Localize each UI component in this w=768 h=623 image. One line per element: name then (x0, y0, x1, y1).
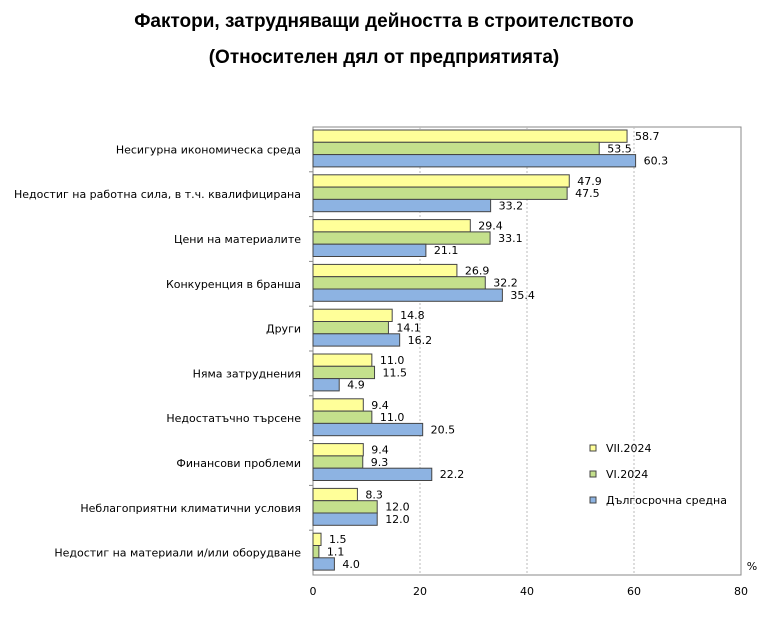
data-label: 47.5 (575, 187, 600, 200)
category-label: Недостиг на материали и/или оборудване (54, 547, 301, 560)
data-label: 32.2 (493, 277, 518, 290)
data-label: 4.9 (347, 379, 365, 392)
data-label: 26.9 (465, 264, 490, 277)
bar (312, 487, 358, 502)
data-label: 1.5 (329, 533, 347, 546)
category-label: Други (266, 323, 301, 336)
data-label: 8.3 (365, 488, 383, 501)
data-label: 35.4 (510, 289, 535, 302)
data-label: 12.0 (385, 501, 410, 514)
bar (312, 557, 335, 571)
bar (312, 276, 486, 290)
x-tick-label: 0 (310, 585, 317, 598)
bar (312, 467, 433, 482)
data-label: 21.1 (434, 244, 459, 257)
bar (312, 410, 373, 424)
bar (312, 365, 376, 380)
data-label: 9.4 (371, 444, 389, 457)
bar (312, 353, 373, 367)
category-label: Цени на материалите (174, 233, 301, 246)
category-label: Несигурна икономическа среда (116, 143, 301, 156)
data-label: 14.1 (396, 322, 421, 335)
bar (312, 545, 320, 559)
bar (312, 532, 322, 547)
bar (312, 288, 503, 302)
chart-subtitle: (Относителен дял от предприятията) (208, 47, 560, 68)
bar (312, 500, 378, 514)
category-label: Неблагоприятни климатични условия (80, 502, 301, 515)
bar (312, 174, 570, 188)
data-label: 60.3 (644, 155, 669, 168)
data-label: 58.7 (635, 130, 660, 143)
data-label: 33.1 (498, 232, 522, 245)
chart-title: Фактори, затрудняващи дейността в строит… (134, 11, 634, 32)
data-label: 29.4 (478, 220, 503, 233)
bar (312, 263, 458, 278)
bar (312, 129, 628, 143)
legend-label: VI.2024 (606, 468, 648, 481)
legend-swatch (589, 496, 597, 504)
category-label: Конкуренция в бранша (166, 278, 301, 291)
bar (312, 422, 424, 437)
category-label: Няма затруднения (193, 367, 301, 380)
data-label: 11.0 (380, 411, 405, 424)
x-tick-label: 20 (413, 585, 427, 598)
data-label: 14.8 (400, 309, 425, 322)
data-label: 9.4 (371, 399, 389, 412)
data-label: 22.2 (440, 468, 465, 481)
bar (312, 219, 471, 233)
bar (312, 243, 427, 257)
data-label: 53.5 (607, 142, 632, 155)
legend-label: Дългосрочна средна (606, 494, 727, 507)
data-label: 11.5 (383, 366, 408, 379)
bar (312, 378, 340, 392)
data-label: 1.1 (327, 546, 345, 559)
legend-swatch (589, 470, 597, 478)
data-label: 9.3 (371, 456, 389, 469)
bar (312, 308, 393, 323)
x-tick-label: 60 (627, 585, 641, 598)
category-label: Недостиг на работна сила, в т.ч. квалифи… (14, 188, 301, 201)
bar (312, 231, 491, 245)
x-axis-label: % (747, 560, 757, 573)
bar (312, 321, 389, 335)
bar (312, 455, 364, 469)
bar (312, 186, 568, 200)
bar (312, 443, 364, 457)
data-label: 12.0 (385, 513, 410, 526)
bar (312, 512, 378, 526)
data-label: 47.9 (577, 175, 602, 188)
legend-label: VII.2024 (606, 442, 652, 455)
category-label: Финансови проблеми (176, 457, 301, 470)
bar (312, 141, 600, 156)
bar (312, 154, 637, 168)
bar (312, 398, 364, 412)
data-label: 16.2 (408, 334, 433, 347)
data-label: 4.0 (342, 558, 360, 571)
bar (312, 198, 492, 213)
category-label: Недостатъчно търсене (166, 412, 301, 425)
legend-swatch (589, 444, 597, 452)
x-tick-label: 80 (734, 585, 748, 598)
x-tick-label: 40 (520, 585, 534, 598)
data-label: 33.2 (499, 199, 524, 212)
data-label: 20.5 (431, 423, 456, 436)
bar (312, 333, 401, 347)
data-label: 11.0 (380, 354, 405, 367)
